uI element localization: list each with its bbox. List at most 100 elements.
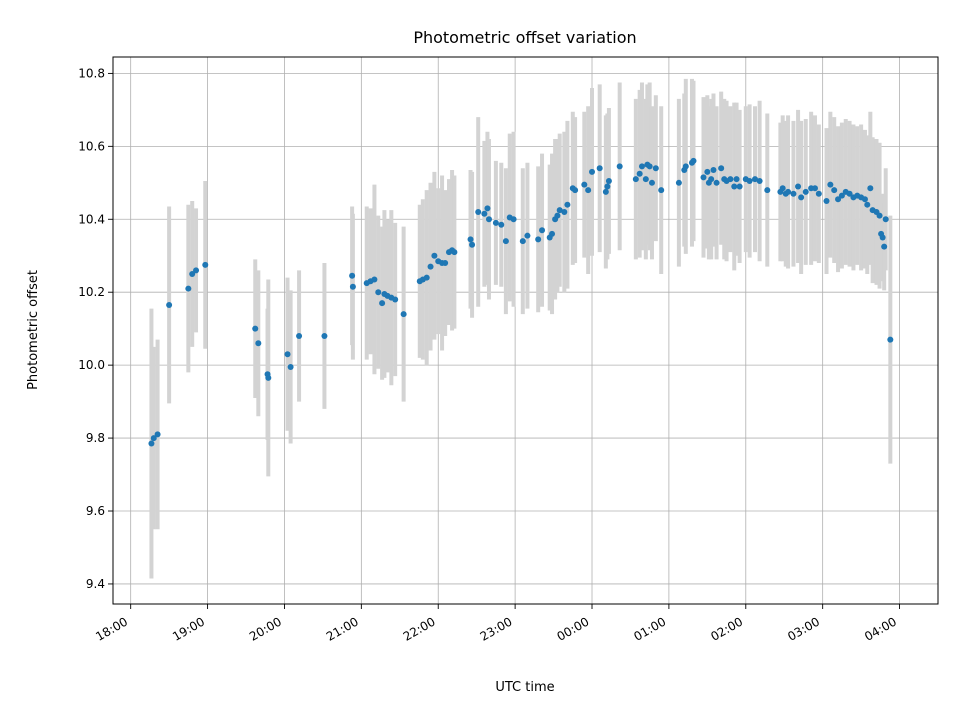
data-point (202, 261, 209, 268)
data-point (713, 179, 720, 186)
data-point (284, 351, 291, 358)
data-point (475, 208, 482, 215)
data-point (881, 243, 888, 250)
data-point (704, 168, 711, 175)
data-point (675, 179, 682, 186)
y-tick-label: 10.8 (78, 66, 105, 80)
data-point (658, 187, 665, 194)
data-point (166, 301, 173, 308)
data-point (321, 332, 328, 339)
data-point (469, 241, 476, 248)
data-point (451, 249, 458, 256)
data-point (589, 168, 596, 175)
data-point (379, 300, 386, 307)
data-point (581, 181, 588, 188)
data-point (189, 270, 196, 277)
y-tick-label: 9.4 (86, 577, 105, 591)
y-tick-label: 10.4 (78, 212, 105, 226)
data-point (652, 165, 659, 172)
data-point (423, 274, 430, 281)
data-point (756, 177, 763, 184)
data-point (602, 188, 609, 195)
data-point (554, 212, 561, 219)
data-points (148, 157, 894, 447)
data-point (549, 230, 556, 237)
data-point (867, 185, 874, 192)
data-point (638, 163, 645, 170)
data-point (802, 188, 809, 195)
data-point (287, 363, 294, 370)
data-point (798, 194, 805, 201)
x-axis-label: UTC time (495, 680, 554, 695)
y-axis-ticks: 9.4 9.6 9.8 10.0 10.2 10.4 10.6 10.8 (78, 66, 113, 591)
y-tick-label: 10.6 (78, 139, 105, 153)
data-point (485, 216, 492, 223)
data-point (481, 210, 488, 217)
data-point (502, 238, 509, 245)
data-point (255, 340, 262, 347)
data-point (736, 183, 743, 190)
data-point (193, 267, 200, 274)
data-point (596, 165, 603, 172)
data-point (811, 185, 818, 192)
data-point (539, 227, 546, 234)
data-point (632, 176, 639, 183)
data-point (427, 263, 434, 270)
y-tick-label: 9.6 (86, 504, 105, 518)
data-point (572, 187, 579, 194)
data-point (375, 289, 382, 296)
data-point (648, 179, 655, 186)
data-point (604, 183, 611, 190)
data-point (846, 190, 853, 197)
data-point (827, 181, 834, 188)
data-point (746, 177, 753, 184)
data-point (616, 163, 623, 170)
data-point (864, 201, 871, 208)
data-point (349, 283, 356, 290)
data-point (636, 170, 643, 177)
data-point (148, 440, 155, 447)
data-point (484, 205, 491, 212)
data-point (882, 216, 889, 223)
data-point (779, 185, 786, 192)
data-point (252, 325, 259, 332)
y-tick-label: 9.8 (86, 431, 105, 445)
data-point (764, 187, 771, 194)
data-point (708, 176, 715, 183)
data-point (876, 212, 883, 219)
data-point (556, 207, 563, 214)
data-point (727, 176, 734, 183)
data-point (700, 174, 707, 181)
data-point (752, 176, 759, 183)
data-point (400, 311, 407, 318)
data-point (838, 192, 845, 199)
data-point (887, 336, 894, 343)
data-point (371, 276, 378, 283)
data-point (442, 260, 449, 267)
data-point (467, 236, 474, 243)
y-tick-label: 10.2 (78, 285, 105, 299)
data-point (265, 374, 272, 381)
data-point (349, 272, 356, 279)
data-point (431, 252, 438, 259)
data-point (535, 236, 542, 243)
data-point (823, 198, 830, 205)
data-point (150, 435, 157, 442)
data-point (646, 163, 653, 170)
data-point (710, 167, 717, 174)
y-axis-label: Photometric offset (26, 270, 41, 390)
data-point (564, 201, 571, 208)
data-point (154, 431, 161, 438)
data-point (561, 208, 568, 215)
data-point (642, 176, 649, 183)
data-point (585, 187, 592, 194)
data-point (392, 296, 399, 303)
data-point (835, 196, 842, 203)
data-point (498, 221, 505, 228)
data-point (185, 285, 192, 292)
data-point (731, 183, 738, 190)
axes-frame (112, 56, 939, 605)
data-point (682, 163, 689, 170)
data-point (605, 177, 612, 184)
